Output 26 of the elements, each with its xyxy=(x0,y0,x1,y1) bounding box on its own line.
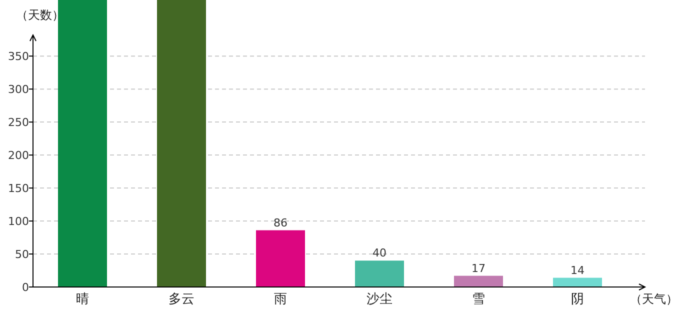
bar xyxy=(157,0,206,287)
bar xyxy=(553,278,602,287)
x-tick-label: 雪 xyxy=(472,292,485,307)
y-tick-label: 50 xyxy=(15,248,29,262)
x-tick-label: 阴 xyxy=(571,292,584,307)
bar xyxy=(454,276,503,287)
y-tick-label: 150 xyxy=(8,182,29,196)
y-axis-title: （天数） xyxy=(16,8,64,22)
x-tick-label: 沙尘 xyxy=(366,292,392,307)
y-tick-label: 200 xyxy=(8,149,29,162)
x-tick-label: 雨 xyxy=(274,292,287,307)
y-tick-label: 100 xyxy=(8,215,29,228)
data-label: 17 xyxy=(472,262,486,275)
data-label: 86 xyxy=(274,216,288,230)
x-axis-title: （天气） xyxy=(630,292,678,306)
bar xyxy=(256,230,305,287)
x-tick-label: 多云 xyxy=(168,292,194,307)
data-label: 14 xyxy=(570,264,584,277)
y-tick-label: 250 xyxy=(8,116,29,130)
bar xyxy=(58,0,107,287)
bar xyxy=(355,260,404,287)
y-tick-label: 350 xyxy=(8,50,29,64)
y-tick-label: 0 xyxy=(22,281,29,294)
x-tick-label: 晴 xyxy=(76,292,89,307)
data-label: 40 xyxy=(372,246,386,260)
y-tick-label: 300 xyxy=(8,83,29,96)
